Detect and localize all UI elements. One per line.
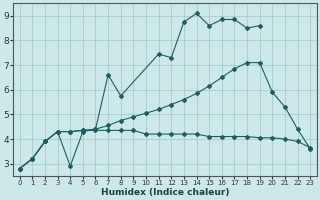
X-axis label: Humidex (Indice chaleur): Humidex (Indice chaleur) [101,188,229,197]
